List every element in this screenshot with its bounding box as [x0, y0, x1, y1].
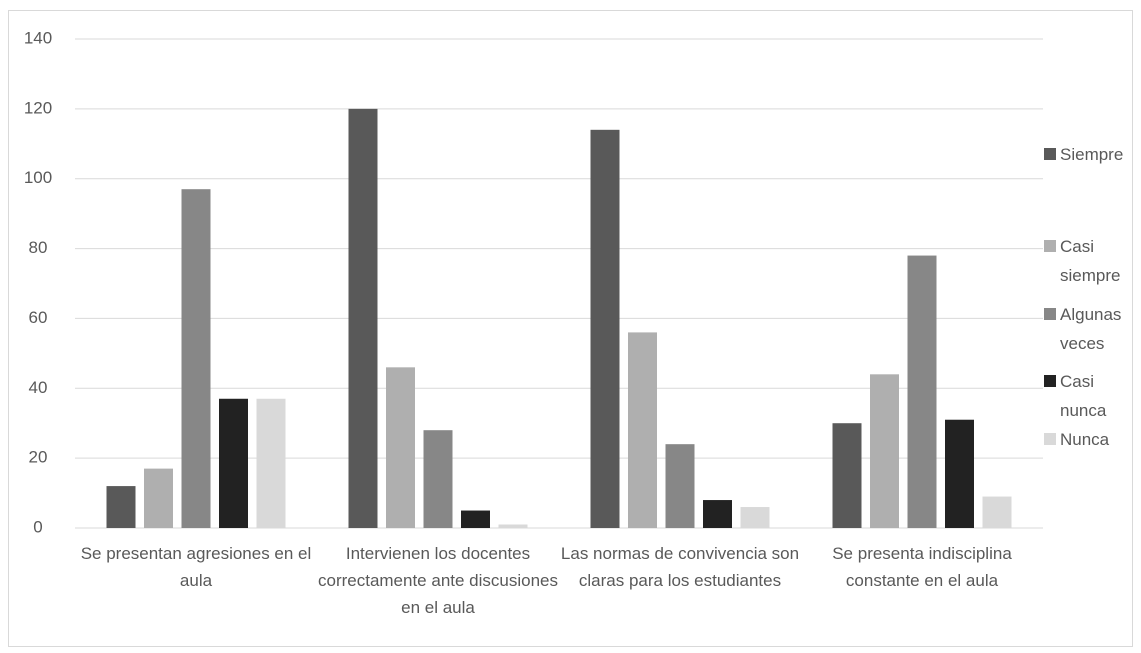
legend-swatch [1044, 240, 1056, 252]
x-tick-label: Se presentan agresiones en el aula [80, 544, 312, 590]
legend-swatch [1044, 375, 1056, 387]
legend-label: Casi siempre [1060, 237, 1121, 285]
legend-item: Siempre [1044, 140, 1134, 169]
y-tick-label: 60 [29, 308, 48, 327]
y-tick-label: 140 [24, 28, 52, 47]
bar [945, 419, 974, 528]
legend-item: Casi siempre [1044, 232, 1134, 290]
bar [870, 374, 899, 528]
y-tick-label: 80 [29, 238, 48, 257]
legend-swatch [1044, 433, 1056, 445]
bar [219, 398, 248, 528]
bar [106, 486, 136, 528]
legend-label: Nunca [1060, 430, 1110, 449]
bar [461, 510, 490, 528]
x-tick-label: Se presenta indisciplina constante en el… [832, 544, 1012, 590]
y-tick-label: 100 [24, 168, 52, 187]
bar [386, 367, 415, 528]
bar [740, 507, 770, 528]
y-tick-label: 40 [29, 378, 48, 397]
legend-label: Algunas veces [1060, 305, 1122, 353]
x-tick-label: Las normas de convivencia son claras par… [560, 544, 800, 590]
legend-item: Nunca [1044, 425, 1134, 454]
legend-swatch [1044, 308, 1056, 320]
bar [832, 423, 862, 528]
y-tick-label: 20 [29, 448, 48, 467]
bar [423, 430, 453, 528]
bar [181, 189, 211, 528]
y-tick-label: 0 [33, 517, 42, 536]
frame [8, 10, 1133, 647]
legend-item: Casi nunca [1044, 367, 1134, 425]
bar [703, 500, 732, 528]
bar [665, 444, 695, 528]
y-tick-label: 120 [24, 98, 52, 117]
bar [590, 129, 620, 529]
bar [256, 398, 286, 528]
bar [907, 255, 937, 529]
legend-item: Algunas veces [1044, 300, 1134, 358]
bar [628, 332, 657, 528]
bar [144, 468, 173, 528]
legend-label: Siempre [1060, 145, 1124, 164]
x-tick-label: Intervienen los docentes correctamente a… [317, 544, 559, 617]
bar [982, 496, 1012, 528]
legend-swatch [1044, 148, 1056, 160]
bar [348, 108, 378, 528]
legend-label: Casi nunca [1060, 372, 1107, 420]
bar [498, 524, 528, 528]
